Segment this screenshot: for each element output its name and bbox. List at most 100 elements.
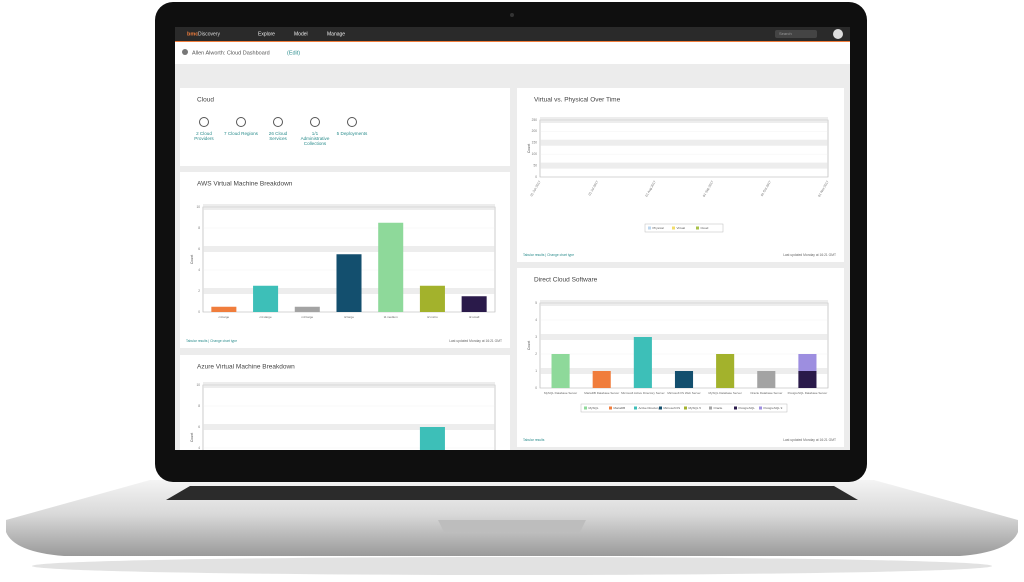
cloud-item[interactable]: 5 Deployments: [336, 131, 368, 136]
menu-item[interactable]: Explore: [258, 31, 275, 37]
search-placeholder: Search: [779, 31, 792, 36]
footer-note: Last updated Monday at 16:21 GMT: [783, 438, 836, 442]
bar: [633, 337, 652, 388]
bar: [211, 306, 237, 312]
trackpad-notch: [438, 520, 586, 532]
edit-link[interactable]: (Edit): [287, 50, 300, 56]
y-tick-label: 0: [198, 310, 200, 314]
x-tick-label: Microsoft IIS Web Server: [667, 391, 700, 395]
y-tick-label: 2: [535, 352, 537, 356]
y-tick-label: 200: [532, 129, 538, 133]
footer-link[interactable]: Tabular results | Change chart type: [523, 253, 574, 257]
cloud-item-icon: [273, 117, 283, 127]
y-tick-label: 150: [532, 141, 538, 145]
bar: [419, 427, 445, 450]
y-axis-label: Count: [190, 433, 194, 442]
y-tick-label: 2: [198, 289, 200, 293]
bar: [757, 371, 776, 388]
keyboard-edge: [166, 486, 858, 500]
legend-swatch: [684, 406, 687, 410]
panel-title: Cloud: [197, 97, 214, 104]
legend-label: Active Directory: [639, 406, 661, 410]
legend-label: MySQL: [589, 406, 599, 410]
y-tick-label: 250: [532, 118, 538, 122]
legend-swatch: [734, 406, 737, 410]
x-tick-label: Oracle Database Server: [750, 391, 782, 395]
bar: [419, 285, 445, 312]
legend-swatch: [696, 226, 699, 230]
avatar[interactable]: [833, 29, 843, 39]
header-bar: [175, 42, 850, 64]
legend-swatch: [659, 406, 662, 410]
legend-swatch: [709, 406, 712, 410]
y-tick-label: 8: [198, 404, 200, 408]
brand: bmc: [187, 31, 198, 37]
legend-swatch: [634, 406, 637, 410]
x-tick-label: t2.medium: [384, 315, 399, 319]
cloud-item[interactable]: 1/1 Administrative Collections: [300, 131, 330, 146]
x-tick-label: c4.xlarge: [259, 315, 272, 319]
y-tick-label: 6: [198, 247, 200, 251]
legend-swatch: [759, 406, 762, 410]
bar: [336, 254, 362, 312]
x-tick-label: t2.large: [344, 315, 354, 319]
y-tick-label: 10: [196, 383, 200, 387]
y-axis-label: Count: [527, 341, 531, 350]
legend-label: PostgreSQL 9: [764, 406, 783, 410]
bar: [798, 371, 817, 388]
y-tick-label: 10: [196, 205, 200, 209]
cloud-item[interactable]: 7 Cloud Regions: [224, 131, 258, 136]
x-tick-label: MySQL Database Server: [709, 391, 742, 395]
cloud-item-icon: [347, 117, 357, 127]
cloud-item-icon: [236, 117, 246, 127]
legend-swatch: [672, 226, 675, 230]
legend-label: Oracle: [714, 406, 723, 410]
cloud-item-icon: [310, 117, 320, 127]
panel-title: AWS Virtual Machine Breakdown: [197, 181, 293, 188]
x-tick-label: c4.large: [219, 315, 230, 319]
y-tick-label: 4: [535, 318, 537, 322]
bar: [253, 285, 279, 312]
x-tick-label: MySQL Database Server: [544, 391, 577, 395]
cloud-item-icon: [199, 117, 209, 127]
footer-link[interactable]: Tabular results: [523, 438, 545, 442]
bar: [592, 371, 611, 388]
x-tick-label: MariaDB Database Server: [584, 391, 619, 395]
screen-content: bmc Discovery Explore Model Manage Searc…: [175, 27, 850, 450]
camera: [510, 13, 514, 17]
y-tick-label: 0: [535, 386, 537, 390]
y-tick-label: 6: [198, 425, 200, 429]
footer-note: Last updated Monday at 16:21 GMT: [449, 339, 502, 343]
footer-link[interactable]: Tabular results | Change chart type: [186, 339, 237, 343]
panel: [180, 88, 510, 166]
x-tick-label: Microsoft Active Directory Server: [621, 391, 665, 395]
nav-bar: [175, 27, 850, 41]
bar: [674, 371, 694, 388]
panel-title: Direct Cloud Software: [534, 277, 598, 284]
user-icon: [182, 49, 188, 55]
legend-swatch: [609, 406, 612, 410]
search-box[interactable]: [775, 30, 817, 38]
y-tick-label: 4: [198, 268, 200, 272]
bar: [716, 354, 735, 388]
x-tick-label: t2.small: [469, 315, 480, 319]
x-tick-label: 01 Jul 2017: [587, 180, 599, 196]
menu-item[interactable]: Manage: [327, 31, 345, 37]
legend-swatch: [584, 406, 587, 410]
menu-item[interactable]: Model: [294, 31, 308, 37]
bar: [551, 354, 570, 388]
x-tick-label: m3.large: [301, 315, 313, 319]
y-tick-label: 1: [535, 369, 537, 373]
y-axis-label: Count: [527, 144, 531, 153]
cloud-item[interactable]: 26 Cloud Services: [268, 131, 288, 141]
shadow: [32, 557, 992, 575]
legend-label: MariaDB: [614, 406, 626, 410]
legend-swatch: [648, 226, 651, 230]
legend-label: PostgreSQL: [739, 406, 756, 410]
x-tick-label: t2.micro: [427, 315, 438, 319]
cloud-item[interactable]: 2 Cloud Providers: [194, 131, 214, 141]
product: Discovery: [198, 31, 220, 37]
legend-label: Cloud: [701, 226, 709, 230]
y-tick-label: 50: [533, 163, 537, 167]
